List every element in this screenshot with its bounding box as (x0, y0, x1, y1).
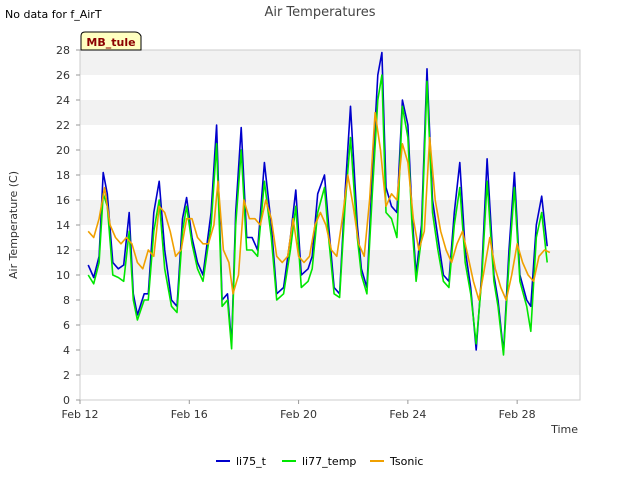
y-tick-label: 8 (63, 294, 70, 307)
y-tick-label: 24 (56, 94, 70, 107)
grid-bands (80, 50, 580, 400)
series-line-li77-temp (87, 74, 548, 356)
grid-band (80, 50, 580, 75)
y-tick-label: 4 (63, 344, 70, 357)
series-lines (87, 51, 551, 356)
x-tick-label: Feb 16 (171, 408, 208, 421)
y-tick-label: 20 (56, 144, 70, 157)
legend-label: li77_temp (302, 455, 356, 468)
grid-band (80, 75, 580, 100)
grid-band (80, 325, 580, 350)
x-axis-label: Time (550, 423, 578, 436)
series-line-li75-t (87, 51, 548, 354)
station-badge: MB_tule (80, 31, 142, 51)
badge-label: MB_tule (86, 36, 135, 49)
y-tick-label: 14 (56, 219, 70, 232)
x-axis-ticks: Feb 12 Feb 16 Feb 20 Feb 24 Feb 28 (62, 400, 536, 421)
series-line-Tsonic (87, 111, 551, 301)
y-axis-label: Air Temperature (C) (7, 171, 20, 279)
x-tick-label: Feb 28 (499, 408, 536, 421)
legend: li75_t li77_temp Tsonic (216, 455, 423, 468)
x-tick-label: Feb 24 (389, 408, 426, 421)
y-tick-label: 26 (56, 69, 70, 82)
grid-band (80, 150, 580, 175)
grid-band (80, 200, 580, 225)
grid-band (80, 300, 580, 325)
chart-title: Air Temperatures (264, 5, 375, 20)
grid-band (80, 175, 580, 200)
legend-label: Tsonic (389, 455, 423, 468)
y-tick-label: 18 (56, 169, 70, 182)
y-tick-label: 10 (56, 269, 70, 282)
badge-background (80, 31, 142, 51)
grid-band (80, 100, 580, 125)
y-tick-label: 16 (56, 194, 70, 207)
legend-label: li75_t (236, 455, 267, 468)
grid-band (80, 375, 580, 400)
y-tick-label: 6 (63, 319, 70, 332)
grid-band (80, 350, 580, 375)
no-data-note: No data for f_AirT (5, 8, 102, 21)
x-tick-label: Feb 12 (62, 408, 99, 421)
y-tick-label: 2 (63, 369, 70, 382)
y-tick-label: 12 (56, 244, 70, 257)
grid-band (80, 125, 580, 150)
y-tick-label: 0 (63, 394, 70, 407)
x-tick-label: Feb 20 (280, 408, 317, 421)
y-tick-label: 22 (56, 119, 70, 132)
y-tick-label: 28 (56, 44, 70, 57)
